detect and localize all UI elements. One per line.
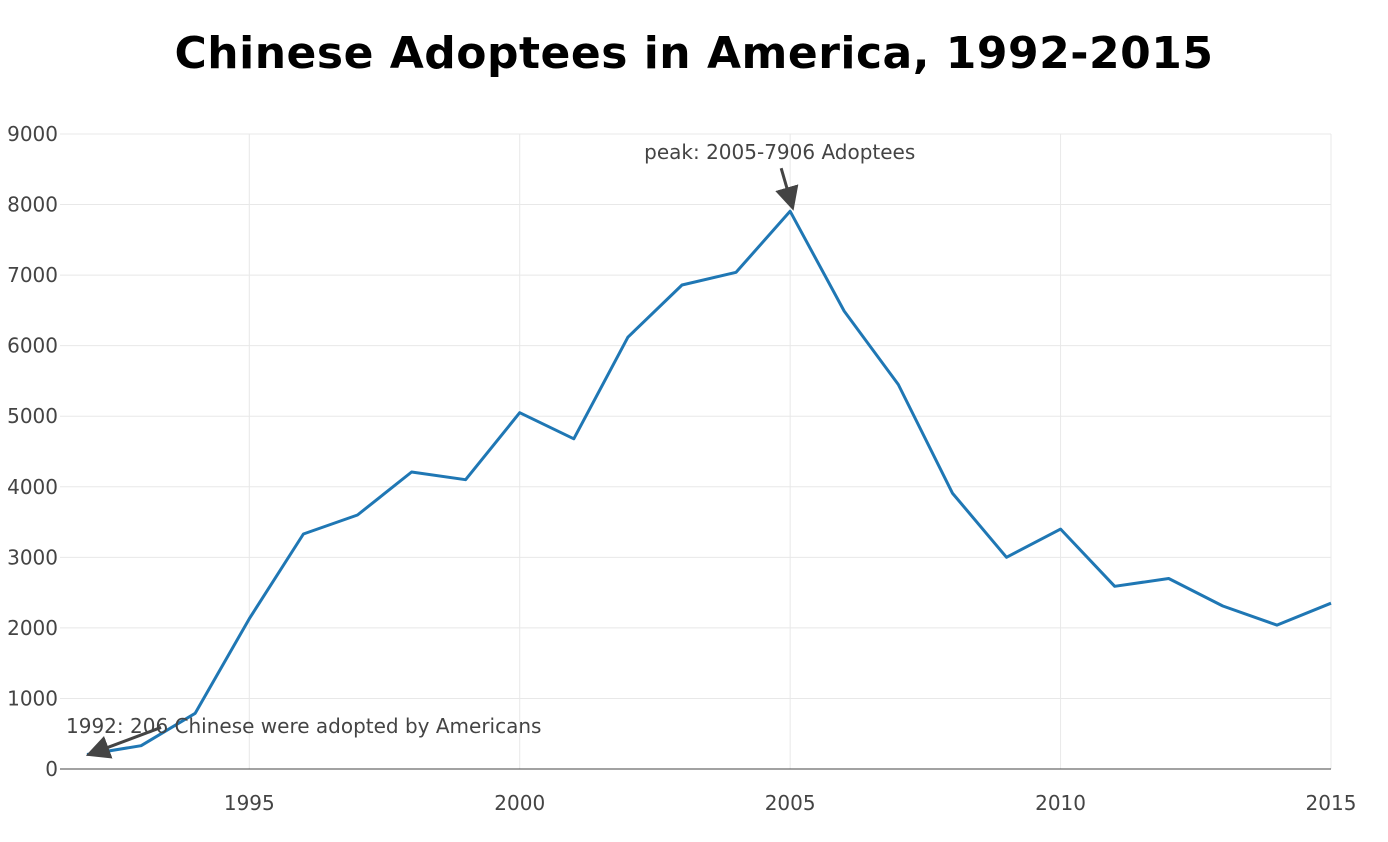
annotations: peak: 2005-7906 Adoptees 1992: 206 Chines… (66, 140, 915, 759)
y-tick-label: 4000 (7, 475, 58, 499)
y-tick-label: 6000 (7, 334, 58, 358)
y-tick-label: 1000 (7, 686, 58, 710)
y-tick-label: 2000 (7, 616, 58, 640)
x-tick-label: 2010 (1035, 791, 1086, 815)
x-tick-label: 2000 (494, 791, 545, 815)
y-tick-label: 8000 (7, 193, 58, 217)
x-tick-label: 2015 (1306, 791, 1357, 815)
peak-annotation-text: peak: 2005-7906 Adoptees (644, 140, 915, 164)
y-tick-label: 5000 (7, 404, 58, 428)
y-tick-label: 9000 (7, 122, 58, 146)
x-tick-label: 2005 (765, 791, 816, 815)
series (86, 209, 1332, 756)
y-tick-label: 3000 (7, 545, 58, 569)
start-annotation-text: 1992: 206 Chinese were adopted by Americ… (66, 714, 541, 738)
peak-annotation-arrow (775, 167, 799, 211)
start-annotation-arrow (85, 726, 162, 759)
x-tick-label: 1995 (224, 791, 275, 815)
grid (60, 133, 1332, 769)
y-tick-label: 0 (45, 757, 58, 781)
axes: 0 1000 2000 3000 4000 5000 6000 7000 8000 9000 199… (7, 122, 1356, 815)
y-tick-label: 7000 (7, 263, 58, 287)
chart-title: Chinese Adoptees in America, 1992-2015 (174, 28, 1214, 79)
series-line (86, 209, 1332, 756)
